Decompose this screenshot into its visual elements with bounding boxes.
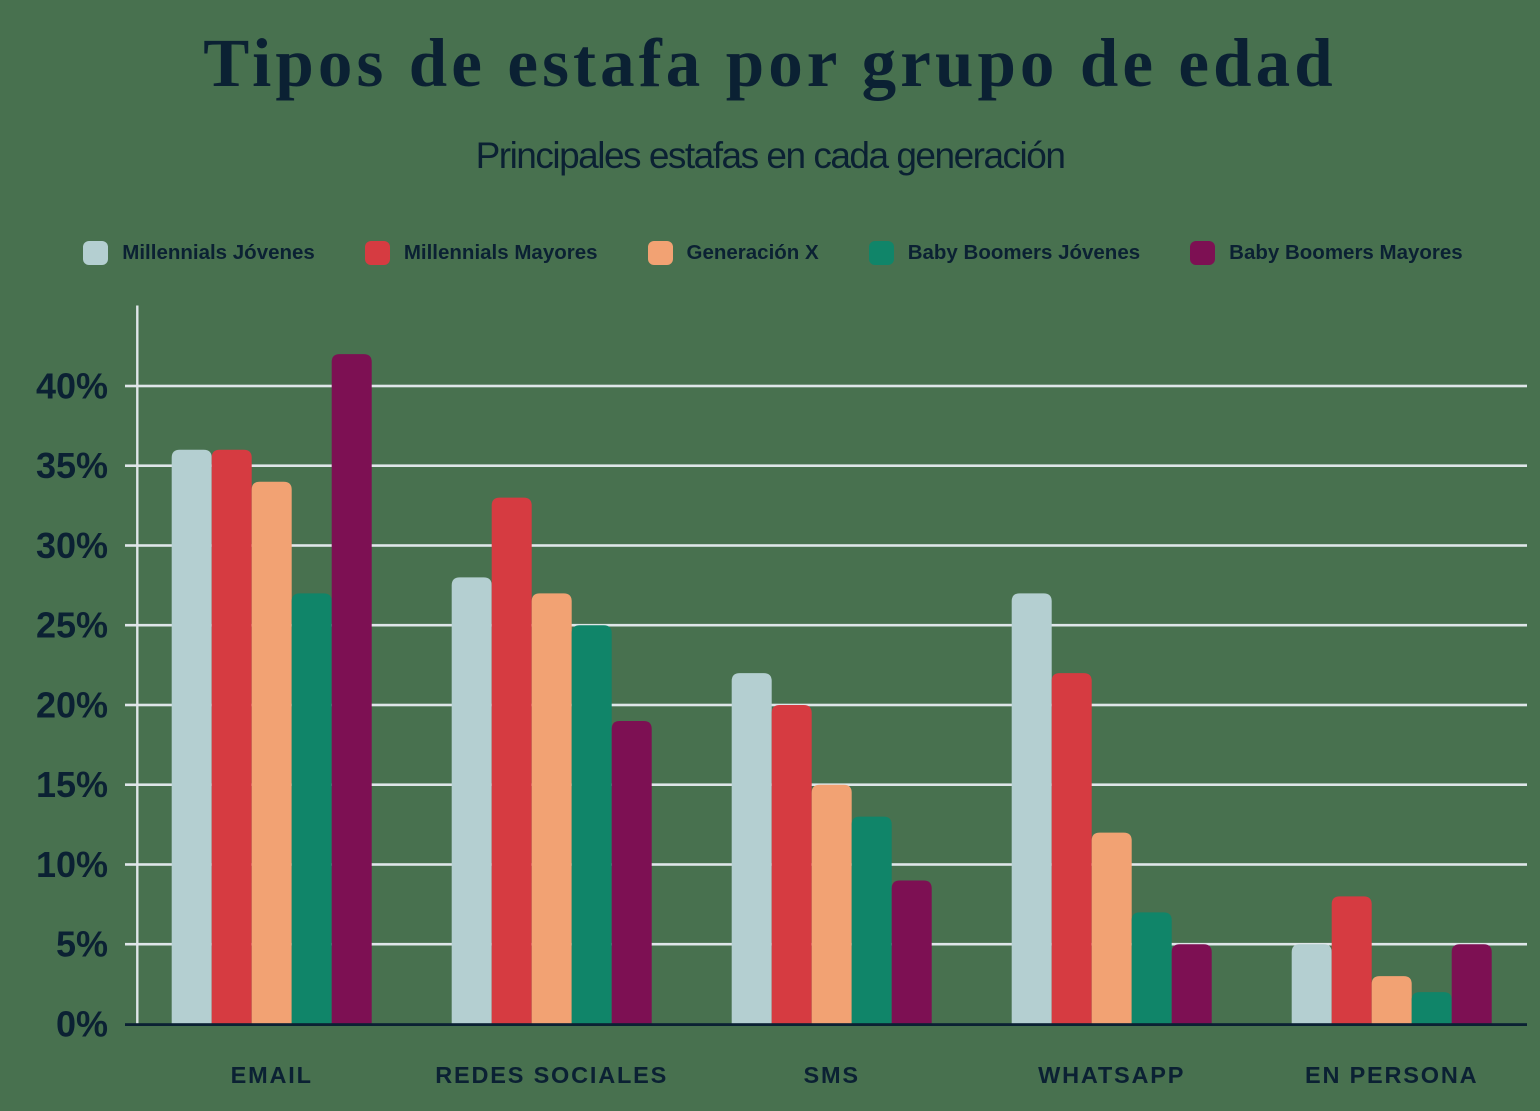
svg-text:WHATSAPP: WHATSAPP — [1038, 1062, 1185, 1088]
svg-text:5%: 5% — [56, 924, 108, 965]
svg-text:25%: 25% — [36, 605, 108, 646]
svg-text:35%: 35% — [36, 445, 108, 486]
svg-text:10%: 10% — [36, 844, 108, 885]
svg-text:20%: 20% — [36, 684, 108, 725]
svg-text:SMS: SMS — [804, 1062, 860, 1088]
svg-text:30%: 30% — [36, 525, 108, 566]
svg-text:15%: 15% — [36, 764, 108, 805]
svg-text:40%: 40% — [36, 365, 108, 406]
svg-text:EN PERSONA: EN PERSONA — [1305, 1062, 1478, 1088]
svg-text:EMAIL: EMAIL — [231, 1062, 313, 1088]
svg-text:REDES SOCIALES: REDES SOCIALES — [435, 1062, 668, 1088]
svg-text:0%: 0% — [56, 1003, 108, 1044]
